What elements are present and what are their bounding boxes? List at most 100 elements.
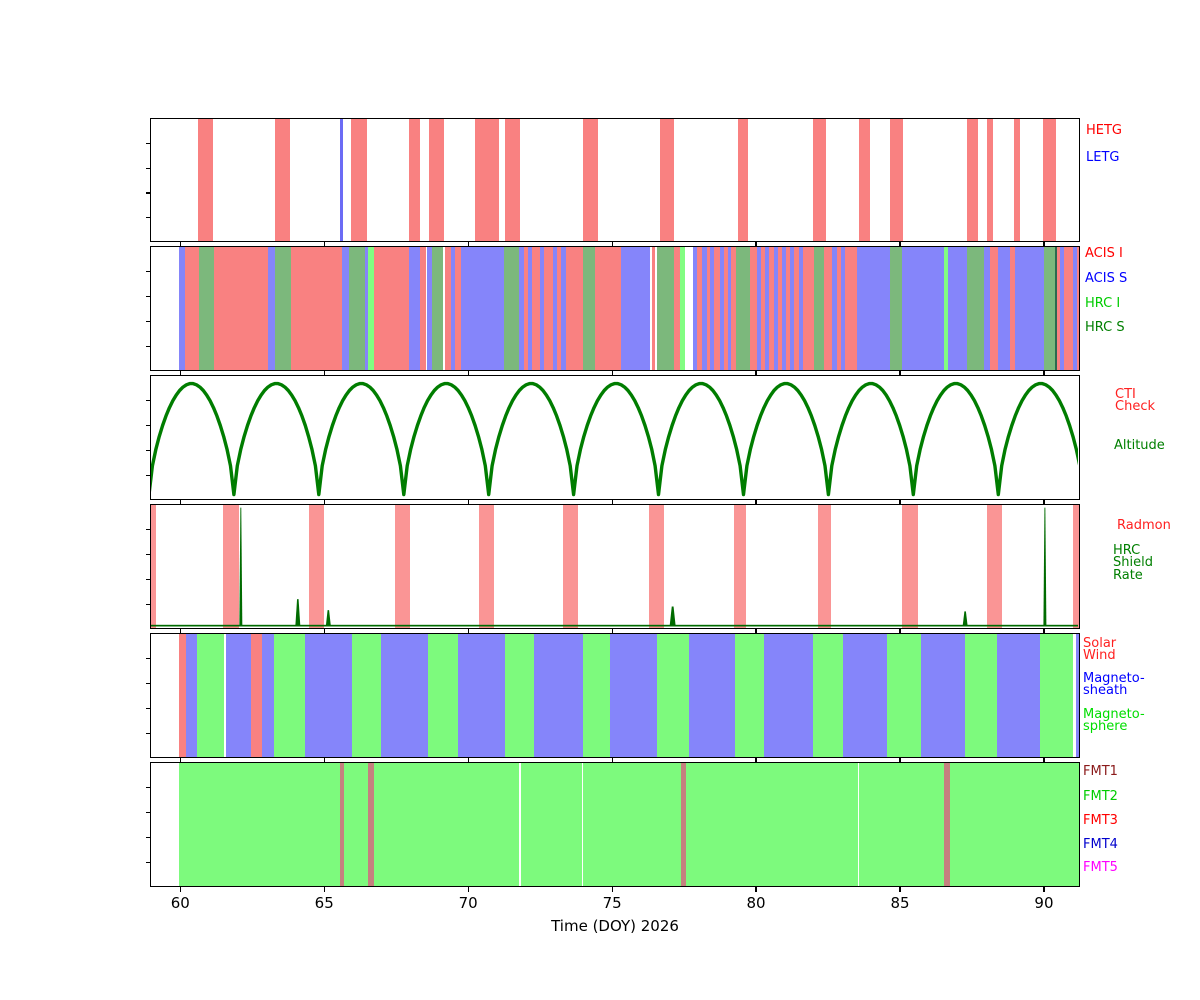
legend-acis-s: ACIS S — [1085, 271, 1128, 286]
y-tick-mark — [145, 475, 150, 477]
radmon-bar — [648, 505, 664, 628]
x-tick-mark — [323, 629, 325, 634]
segment-G — [197, 634, 225, 757]
segment-G — [274, 247, 292, 370]
x-tick-mark — [1043, 371, 1045, 376]
segment-B — [381, 634, 429, 757]
segment-R — [802, 247, 814, 370]
y-tick-mark — [145, 733, 150, 735]
segment-R — [1077, 247, 1079, 370]
x-tick-label: 80 — [746, 894, 766, 912]
hetg-bar — [409, 119, 421, 241]
fmt-separator — [519, 763, 521, 886]
segment-G — [890, 247, 902, 370]
y-tick-mark — [145, 167, 150, 169]
fmt-separator — [858, 763, 860, 886]
x-tick-mark — [323, 371, 325, 376]
x-tick-mark — [323, 500, 325, 505]
x-tick-mark — [611, 371, 613, 376]
x-tick-mark — [179, 758, 181, 763]
legend-magnetosphere: Magneto- sphere — [1083, 707, 1145, 735]
segment-B — [983, 247, 991, 370]
y-tick-mark — [145, 217, 150, 219]
segment-R — [837, 247, 842, 370]
x-tick-mark — [899, 629, 901, 634]
x-tick-mark — [323, 758, 325, 763]
legend-fmt4: FMT4 — [1083, 837, 1118, 852]
segment-B — [692, 247, 698, 370]
segment-R — [420, 247, 427, 370]
y-tick-mark — [145, 579, 150, 581]
x-tick-mark — [899, 758, 901, 763]
segment-B — [773, 247, 778, 370]
segment-R — [373, 247, 409, 370]
x-tick-mark — [467, 629, 469, 634]
segment-B — [364, 247, 369, 370]
hetg-bar — [1013, 119, 1021, 241]
segment-G — [886, 634, 921, 757]
x-tick-mark — [1043, 629, 1045, 634]
x-tick-mark — [611, 242, 613, 247]
x-tick-mark — [1043, 500, 1045, 505]
hrc-shield-rate-trace — [151, 507, 1078, 627]
segment-R — [750, 247, 757, 370]
y-tick-mark — [145, 296, 150, 298]
segment-B — [533, 634, 583, 757]
segment-B — [408, 247, 421, 370]
segment-R — [786, 247, 791, 370]
y-tick-mark — [145, 554, 150, 556]
x-tick-label: 60 — [170, 894, 190, 912]
segment-R — [251, 634, 262, 757]
segment-R — [714, 247, 721, 370]
altitude-curve — [151, 381, 1078, 497]
segment-R — [761, 247, 766, 370]
hetg-bar — [813, 119, 827, 241]
radmon-bar — [818, 505, 831, 628]
x-tick-mark — [179, 500, 181, 505]
hetg-bar — [428, 119, 444, 241]
segment-B — [1060, 247, 1065, 370]
segment-B — [226, 634, 252, 757]
radmon-bar — [562, 505, 579, 628]
x-tick-mark — [179, 887, 181, 892]
segment-G — [503, 247, 520, 370]
segment-G — [273, 634, 306, 757]
radmon-bar — [986, 505, 1002, 628]
segment-B — [519, 247, 524, 370]
radmon-bar — [478, 505, 495, 628]
x-tick-mark — [179, 629, 181, 634]
panel-radiation — [150, 504, 1080, 629]
segment-B — [268, 247, 275, 370]
segment-B — [948, 247, 967, 370]
segment-B — [528, 247, 533, 370]
legend-hrc-s: HRC S — [1085, 320, 1125, 335]
segment-R — [454, 247, 462, 370]
segment-G — [964, 634, 997, 757]
segment-B — [1015, 247, 1045, 370]
x-tick-mark — [467, 500, 469, 505]
x-tick-mark — [755, 242, 757, 247]
legend-fmt1: FMT1 — [1083, 764, 1118, 779]
segment-B — [702, 247, 707, 370]
segment-R — [777, 247, 783, 370]
shield-rate-spike — [962, 611, 968, 626]
segment-G — [504, 634, 534, 757]
x-tick-mark — [755, 887, 757, 892]
hetg-bar — [738, 119, 749, 241]
x-tick-label: 75 — [602, 894, 622, 912]
segment-B — [782, 247, 787, 370]
legend-hrc-i: HRC I — [1085, 296, 1121, 311]
letg-bar — [340, 119, 343, 241]
legend-fmt3: FMT3 — [1083, 813, 1118, 828]
fmt-event-bar — [339, 763, 344, 886]
legend-solar-wind: Solar Wind — [1083, 636, 1117, 664]
segment-R — [723, 247, 728, 370]
y-tick-mark — [145, 450, 150, 452]
segment-R — [1064, 247, 1073, 370]
fmt-event-bar — [944, 763, 950, 886]
segment-B — [461, 247, 504, 370]
legend-acis-i: ACIS I — [1085, 246, 1123, 261]
y-tick-mark — [145, 321, 150, 323]
segment-R — [213, 247, 269, 370]
x-tick-mark — [611, 629, 613, 634]
